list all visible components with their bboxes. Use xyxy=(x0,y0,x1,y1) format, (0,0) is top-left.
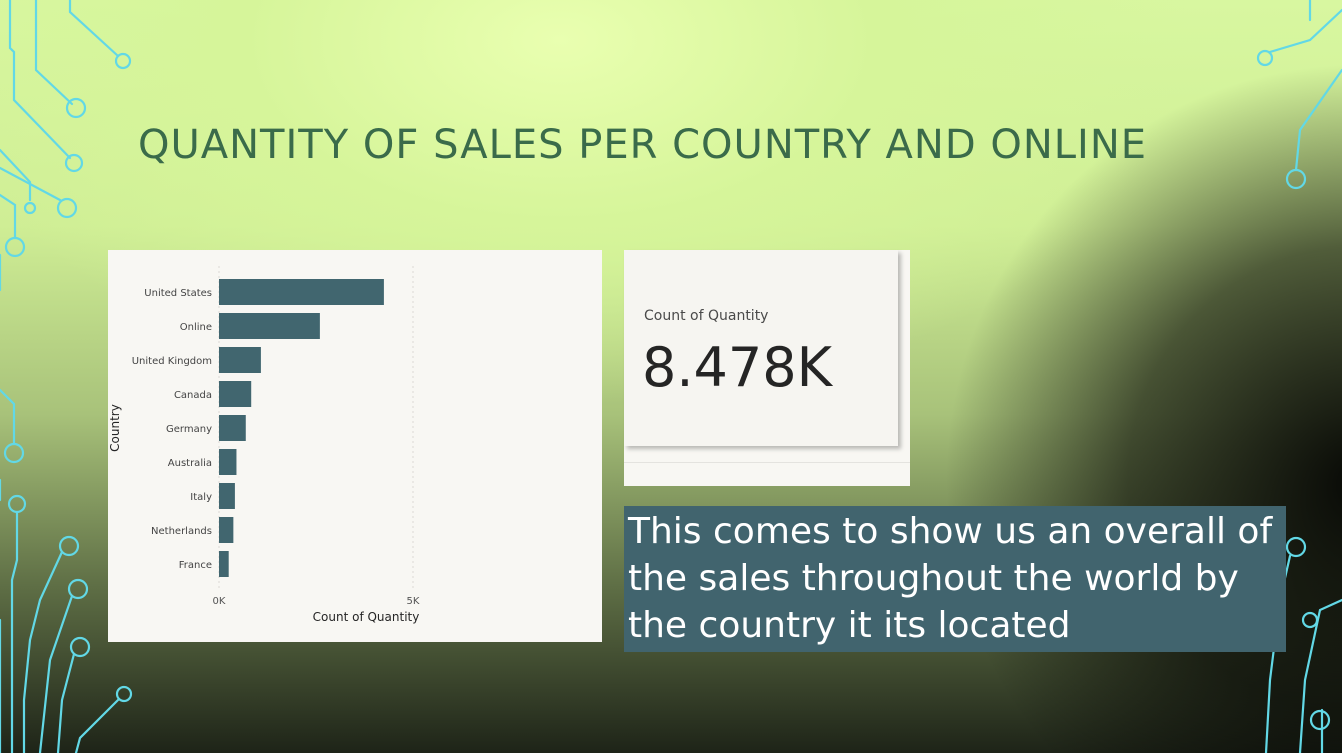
x-tick-label: 0K xyxy=(213,596,226,607)
kpi-label: Count of Quantity xyxy=(644,308,769,324)
kpi-card: Count of Quantity 8.478K xyxy=(624,250,910,486)
category-label: Italy xyxy=(190,492,212,503)
note-text-box: This comes to show us an overall of the … xyxy=(624,506,1286,652)
bar-australia[interactable] xyxy=(219,449,237,475)
category-label: United States xyxy=(144,288,212,299)
bar-france[interactable] xyxy=(219,551,229,577)
bar-germany[interactable] xyxy=(219,415,246,441)
bar-united-states[interactable] xyxy=(219,279,384,305)
bar-online[interactable] xyxy=(219,313,320,339)
category-label: Canada xyxy=(174,390,212,401)
bar-netherlands[interactable] xyxy=(219,517,234,543)
note-text: This comes to show us an overall of the … xyxy=(628,511,1273,646)
bar-italy[interactable] xyxy=(219,483,235,509)
x-tick-label: 5K xyxy=(407,596,420,607)
kpi-card-inner: Count of Quantity 8.478K xyxy=(624,250,898,446)
bar-chart-card: 0K 5K United States Online United Kingdom Can… xyxy=(108,250,602,642)
category-label: United Kingdom xyxy=(132,356,212,367)
kpi-value: 8.478K xyxy=(642,336,833,399)
category-label: Australia xyxy=(168,458,212,469)
bar-united-kingdom[interactable] xyxy=(219,347,261,373)
category-label: France xyxy=(179,560,212,571)
category-label: Online xyxy=(180,322,212,333)
category-label: Netherlands xyxy=(151,526,212,537)
y-axis-title: Country xyxy=(108,404,122,452)
kpi-divider xyxy=(624,462,910,463)
category-label: Germany xyxy=(166,424,212,435)
slide-title: Quantity of sales per country and online xyxy=(138,122,1148,168)
x-axis-title: Count of Quantity xyxy=(313,610,420,624)
bar-chart: 0K 5K United States Online United Kingdom Can… xyxy=(108,266,420,624)
bar-canada[interactable] xyxy=(219,381,252,407)
